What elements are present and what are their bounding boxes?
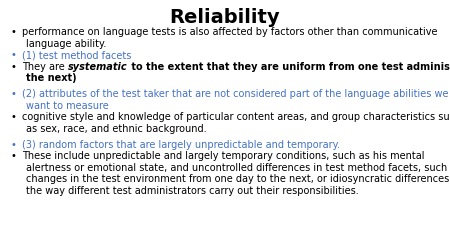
Text: cognitive style and knowledge of particular content areas, and group characteris: cognitive style and knowledge of particu… [22,112,450,121]
Text: These include unpredictable and largely temporary conditions, such as his mental: These include unpredictable and largely … [22,150,424,161]
Text: (3) random factors that are largely unpredictable and temporary.: (3) random factors that are largely unpr… [22,139,340,149]
Text: •: • [10,89,16,99]
Text: to the extent that they are uniform from one test administration to: to the extent that they are uniform from… [127,61,450,71]
Text: systematic: systematic [68,61,127,71]
Text: •: • [10,150,16,161]
Text: changes in the test environment from one day to the next, or idiosyncratic diffe: changes in the test environment from one… [26,173,450,183]
Text: •: • [10,112,16,121]
Text: •: • [10,50,16,60]
Text: They are: They are [22,61,68,71]
Text: performance on language tests is also affected by factors other than communicati: performance on language tests is also af… [22,27,437,37]
Text: (2) attributes of the test taker that are not considered part of the language ab: (2) attributes of the test taker that ar… [22,89,449,99]
Text: alertness or emotional state, and uncontrolled differences in test method facets: alertness or emotional state, and uncont… [26,162,450,172]
Text: the next): the next) [26,73,76,83]
Text: Reliability: Reliability [170,8,280,27]
Text: the way different test administrators carry out their responsibilities.: the way different test administrators ca… [26,185,359,195]
Text: as sex, race, and ethnic background.: as sex, race, and ethnic background. [26,123,207,133]
Text: (1) test method facets: (1) test method facets [22,50,131,60]
Text: •: • [10,27,16,37]
Text: language ability.: language ability. [26,38,106,48]
Text: •: • [10,139,16,149]
Text: •: • [10,61,16,71]
Text: want to measure: want to measure [26,100,109,110]
